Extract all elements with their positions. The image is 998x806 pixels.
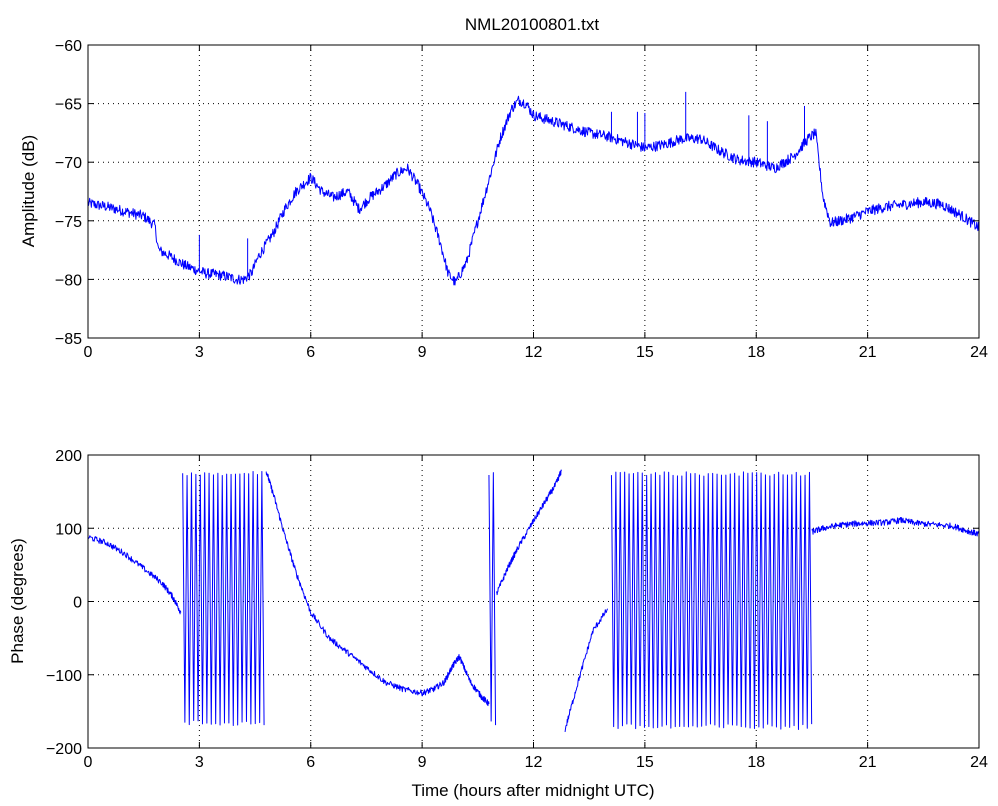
amplitude-grid bbox=[88, 45, 979, 338]
x-tick-label: 0 bbox=[84, 344, 93, 361]
phase-y-axis-label: Phase (degrees) bbox=[8, 538, 27, 664]
x-tick-label: 15 bbox=[636, 344, 654, 361]
phase-wrap-oscillation bbox=[610, 471, 813, 731]
amplitude-axes: NML20100801.txt 0 3 6 9 12 15 18 21 24 −60 −65 −70… bbox=[19, 15, 988, 361]
phase-axes: 0 3 6 9 12 15 18 21 24 200 100 0 −100 −200 Phase (de… bbox=[8, 448, 988, 800]
x-tick-label: 12 bbox=[525, 754, 543, 771]
y-tick-label: −65 bbox=[55, 97, 82, 114]
phase-line bbox=[87, 535, 182, 615]
amplitude-series bbox=[87, 91, 980, 286]
y-tick-label: 200 bbox=[55, 448, 82, 465]
phase-line bbox=[564, 608, 609, 733]
y-tick-label: −70 bbox=[55, 155, 82, 172]
phase-x-ticks: 0 3 6 9 12 15 18 21 24 bbox=[84, 455, 988, 771]
amplitude-x-ticks: 0 3 6 9 12 15 18 21 24 bbox=[84, 45, 988, 361]
x-tick-label: 15 bbox=[636, 754, 654, 771]
phase-wrap-oscillation bbox=[182, 470, 265, 726]
x-tick-label: 24 bbox=[970, 754, 988, 771]
y-tick-label: −60 bbox=[55, 38, 82, 55]
amplitude-y-ticks: −60 −65 −70 −75 −80 −85 bbox=[55, 38, 979, 348]
y-tick-label: −75 bbox=[55, 214, 82, 231]
x-tick-label: 21 bbox=[859, 754, 877, 771]
y-tick-label: −100 bbox=[46, 668, 82, 685]
phase-series bbox=[87, 469, 980, 733]
phase-line bbox=[495, 469, 562, 596]
x-tick-label: 3 bbox=[195, 754, 204, 771]
x-tick-label: 0 bbox=[84, 754, 93, 771]
x-tick-label: 24 bbox=[970, 344, 988, 361]
x-tick-label: 21 bbox=[859, 344, 877, 361]
x-tick-label: 12 bbox=[525, 344, 543, 361]
x-tick-label: 6 bbox=[306, 344, 315, 361]
x-tick-label: 9 bbox=[418, 754, 427, 771]
chart-title: NML20100801.txt bbox=[465, 15, 599, 34]
x-tick-label: 6 bbox=[306, 754, 315, 771]
phase-grid bbox=[88, 455, 979, 748]
phase-line bbox=[265, 471, 490, 707]
x-tick-label: 18 bbox=[747, 344, 765, 361]
phase-x-axis-label: Time (hours after midnight UTC) bbox=[411, 781, 654, 800]
y-tick-label: −200 bbox=[46, 741, 82, 758]
y-tick-label: −80 bbox=[55, 272, 82, 289]
x-tick-label: 9 bbox=[418, 344, 427, 361]
x-tick-label: 18 bbox=[747, 754, 765, 771]
phase-y-ticks: 200 100 0 −100 −200 bbox=[46, 448, 979, 758]
y-tick-label: −85 bbox=[55, 331, 82, 348]
y-tick-label: 0 bbox=[73, 595, 82, 612]
phase-wrap-oscillation bbox=[488, 472, 497, 726]
x-tick-label: 3 bbox=[195, 344, 204, 361]
amplitude-line bbox=[87, 95, 980, 286]
amplitude-frame bbox=[87, 44, 980, 339]
y-tick-label: 100 bbox=[55, 521, 82, 538]
phase-line bbox=[811, 517, 980, 537]
amplitude-y-axis-label: Amplitude (dB) bbox=[19, 135, 38, 247]
